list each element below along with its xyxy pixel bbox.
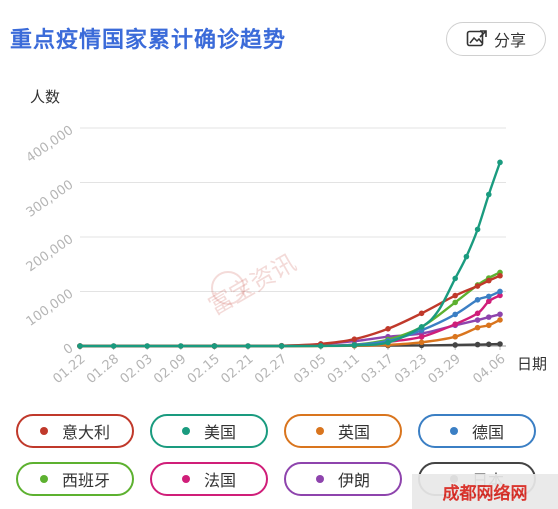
data-point bbox=[144, 343, 150, 349]
data-point bbox=[452, 299, 459, 306]
x-tick-label: 02.15 bbox=[185, 352, 223, 387]
data-point bbox=[385, 326, 391, 332]
legend-item[interactable]: 法国 bbox=[150, 462, 268, 496]
data-point bbox=[497, 292, 503, 299]
legend-item[interactable]: 意大利 bbox=[16, 414, 134, 448]
legend-item[interactable]: 德国 bbox=[418, 414, 536, 448]
data-point bbox=[474, 324, 481, 331]
data-point bbox=[497, 317, 503, 323]
data-point bbox=[245, 343, 251, 349]
y-tick-label: 100,000 bbox=[24, 286, 77, 329]
x-tick-label: 02.09 bbox=[151, 352, 189, 387]
legend-label: 德国 bbox=[471, 423, 504, 442]
y-tick-label: 400,000 bbox=[24, 123, 77, 166]
legend-dot-icon bbox=[315, 427, 324, 435]
data-point bbox=[452, 311, 459, 318]
data-point bbox=[463, 253, 470, 260]
data-point bbox=[385, 339, 391, 346]
x-tick-label: 02.27 bbox=[252, 352, 290, 387]
page-title: 重点疫情国家累计确诊趋势 bbox=[10, 28, 287, 53]
data-point bbox=[474, 283, 481, 289]
legend-label: 美国 bbox=[203, 423, 236, 442]
share-image-icon bbox=[466, 30, 487, 47]
data-point bbox=[351, 336, 358, 342]
x-tick-label: 03.29 bbox=[426, 352, 464, 387]
data-point bbox=[486, 191, 492, 198]
data-point bbox=[486, 293, 492, 300]
series-line-3 bbox=[78, 290, 502, 348]
legend-dot-icon bbox=[39, 475, 48, 483]
data-point bbox=[497, 311, 503, 318]
data-point bbox=[351, 342, 358, 349]
x-tick-label: 03.17 bbox=[358, 352, 396, 387]
data-point bbox=[452, 275, 459, 282]
data-point bbox=[497, 159, 503, 166]
data-point bbox=[497, 341, 503, 347]
data-point bbox=[418, 310, 425, 317]
data-point bbox=[474, 296, 481, 303]
x-tick-label: 04.06 bbox=[470, 352, 508, 387]
x-tick-label: 03.11 bbox=[325, 352, 363, 387]
data-point bbox=[278, 343, 285, 349]
share-label: 分享 bbox=[493, 31, 526, 50]
data-point bbox=[418, 334, 425, 340]
data-point bbox=[486, 341, 492, 348]
data-point bbox=[178, 343, 184, 349]
legend-label: 英国 bbox=[337, 423, 370, 442]
legend-item[interactable]: 英国 bbox=[284, 414, 402, 448]
data-point bbox=[486, 322, 492, 329]
data-point bbox=[211, 343, 218, 349]
data-point bbox=[474, 317, 481, 323]
legend-dot-icon bbox=[181, 427, 190, 435]
data-point bbox=[318, 343, 324, 349]
legend-item[interactable]: 西班牙 bbox=[16, 462, 134, 496]
data-point bbox=[486, 314, 492, 320]
legend-dot-icon bbox=[315, 475, 324, 483]
data-point bbox=[486, 298, 492, 305]
watermark-logo bbox=[211, 271, 245, 305]
x-tick-label: 01.28 bbox=[84, 352, 122, 387]
legend-label: 伊朗 bbox=[337, 471, 370, 490]
share-button[interactable]: 分享 bbox=[446, 22, 546, 56]
data-point bbox=[452, 321, 459, 327]
y-axis-title: 人数 bbox=[30, 88, 60, 106]
legend-dot-icon bbox=[449, 427, 458, 435]
series-line-5 bbox=[78, 294, 502, 348]
watermark-text: 富宝资讯 bbox=[204, 249, 301, 321]
y-tick-label: 200,000 bbox=[24, 232, 77, 275]
y-tick-label: 300,000 bbox=[24, 177, 77, 220]
data-point bbox=[474, 226, 481, 233]
data-point bbox=[452, 292, 459, 299]
legend-dot-icon bbox=[181, 475, 190, 483]
data-point bbox=[474, 310, 481, 317]
data-point bbox=[418, 324, 425, 330]
x-tick-label: 02.03 bbox=[118, 352, 156, 387]
data-point bbox=[474, 341, 481, 348]
data-point bbox=[497, 272, 503, 279]
legend-label: 法国 bbox=[203, 471, 236, 490]
x-tick-label: 03.23 bbox=[392, 352, 430, 387]
data-point bbox=[452, 342, 459, 348]
data-point bbox=[110, 343, 117, 349]
data-point bbox=[418, 339, 425, 346]
series-line-4 bbox=[78, 271, 502, 348]
data-point bbox=[452, 333, 459, 340]
legend-label: 西班牙 bbox=[61, 471, 110, 490]
legend-label: 意大利 bbox=[61, 423, 110, 442]
data-point bbox=[486, 277, 492, 284]
legend-item[interactable]: 伊朗 bbox=[284, 462, 402, 496]
legend-dot-icon bbox=[39, 427, 48, 435]
data-point bbox=[77, 343, 83, 349]
legend-item[interactable]: 美国 bbox=[150, 414, 268, 448]
x-axis-title: 日期 bbox=[517, 355, 547, 373]
x-tick-label: 02.21 bbox=[218, 352, 256, 387]
data-point bbox=[497, 288, 503, 295]
chart: 0100,000200,000300,000400,00001.2201.280… bbox=[24, 88, 547, 387]
corner-watermark: 成都网络网 bbox=[412, 474, 558, 509]
x-tick-label: 03.05 bbox=[291, 352, 329, 387]
